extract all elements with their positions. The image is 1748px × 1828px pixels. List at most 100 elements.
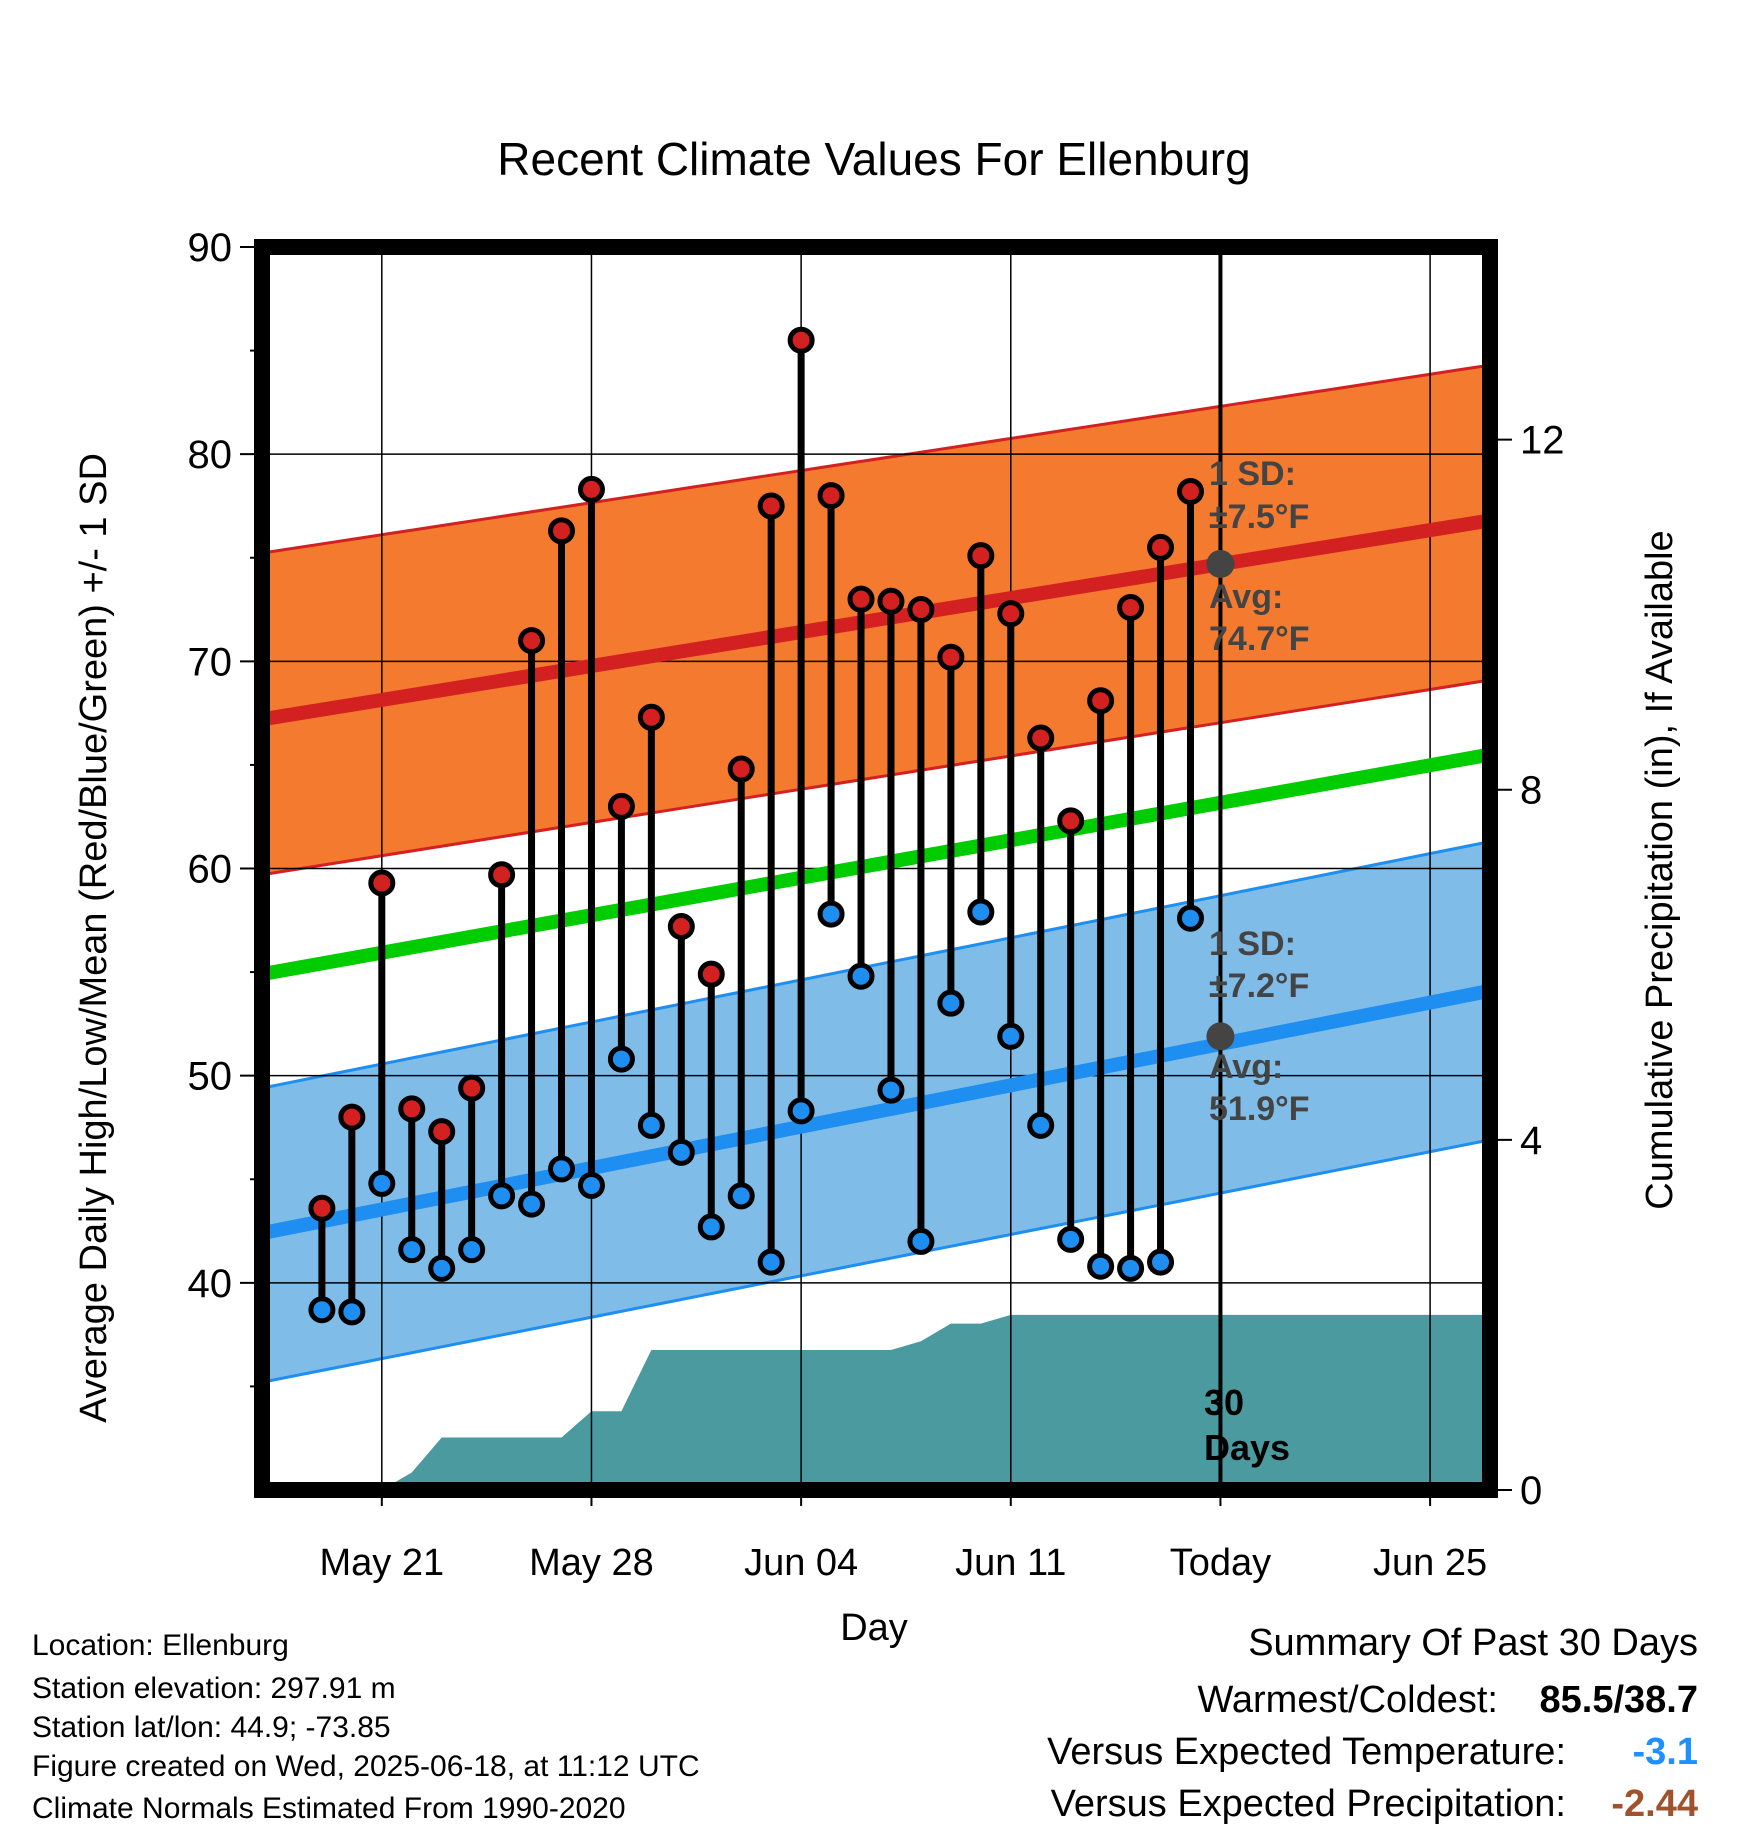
y-axis-left-label: Average Daily High/Low/Mean (Red/Blue/Gr… [73, 453, 115, 1423]
daily-low-point [1027, 1111, 1055, 1139]
daily-high-point [787, 326, 815, 354]
y-right-tick-label: 8 [1520, 769, 1542, 813]
summary-temp-label: Versus Expected Temperature: [1047, 1731, 1566, 1773]
daily-high-point [877, 587, 905, 615]
y-right-tick-label: 12 [1520, 419, 1565, 463]
daily-high-point [637, 703, 665, 731]
daily-low-point [308, 1296, 336, 1324]
daily-low-point [518, 1190, 546, 1218]
daily-high-point [997, 600, 1025, 628]
y-axis-right-label: Cumulative Precipitation (in), If Availa… [1639, 530, 1681, 1209]
daily-low-point [577, 1171, 605, 1199]
daily-low-point [937, 989, 965, 1017]
daily-high-point [1117, 593, 1145, 621]
footer-elevation: Station elevation: 297.91 m [32, 1672, 396, 1705]
footer-latlon: Station lat/lon: 44.9; -73.85 [32, 1711, 391, 1744]
footer-created: Figure created on Wed, 2025-06-18, at 11… [32, 1750, 700, 1783]
footer-location: Location: Ellenburg [32, 1629, 289, 1662]
x-tick-label: Jun 11 [955, 1542, 1066, 1584]
summary-warm-cold-value: 85.5/38.7 [1540, 1679, 1698, 1721]
daily-low-point [877, 1076, 905, 1104]
daily-low-point [1087, 1252, 1115, 1280]
x-tick-label: Jun 25 [1373, 1542, 1487, 1584]
daily-low-point [697, 1213, 725, 1241]
daily-low-point [338, 1298, 366, 1326]
daily-low-point [458, 1236, 486, 1264]
y-left-tick-label: 70 [188, 640, 233, 684]
y-right-tick-label: 0 [1520, 1469, 1542, 1513]
y-left-tick-label: 90 [188, 226, 233, 270]
footer-normals: Climate Normals Estimated From 1990-2020 [32, 1792, 626, 1825]
y-left-tick-label: 80 [188, 433, 233, 477]
daily-high-point [577, 475, 605, 503]
daily-high-point [308, 1194, 336, 1222]
low-sd-label: 1 SD: [1209, 925, 1296, 963]
daily-low-point [967, 898, 995, 926]
high-sd-value: ±7.5°F [1209, 498, 1309, 536]
summary-precip-label: Versus Expected Precipitation: [1051, 1783, 1566, 1825]
daily-high-point [1027, 724, 1055, 752]
summary-title: Summary Of Past 30 Days [1248, 1622, 1698, 1664]
x-axis-label: Day [840, 1607, 908, 1649]
daily-low-point [607, 1045, 635, 1073]
daily-high-point [937, 643, 965, 671]
y-left-tick-label: 50 [188, 1055, 233, 1099]
daily-low-point [787, 1097, 815, 1125]
daily-low-point [1147, 1248, 1175, 1276]
daily-high-point [817, 482, 845, 510]
daily-high-point [907, 596, 935, 624]
daily-low-point [428, 1254, 456, 1282]
daily-high-point [1057, 807, 1085, 835]
high-avg-label: Avg: [1209, 578, 1283, 616]
low-sd-value: ±7.2°F [1209, 967, 1309, 1005]
daily-high-point [548, 517, 576, 545]
days-label-line2: Days [1204, 1427, 1290, 1468]
daily-low-point [548, 1155, 576, 1183]
x-tick-label: May 21 [319, 1542, 444, 1584]
y-right-tick-label: 4 [1520, 1119, 1542, 1163]
summary-precip-value: -2.44 [1611, 1783, 1698, 1825]
summary-temp-value: -3.1 [1633, 1731, 1698, 1773]
daily-high-point [488, 861, 516, 889]
daily-high-point [428, 1118, 456, 1146]
daily-low-point [1117, 1254, 1145, 1282]
low-avg-value: 51.9°F [1209, 1090, 1310, 1128]
daily-high-point [338, 1103, 366, 1131]
daily-low-point [727, 1182, 755, 1210]
daily-high-point [697, 960, 725, 988]
daily-low-point [757, 1248, 785, 1276]
summary-warm-cold-label: Warmest/Coldest: [1197, 1679, 1498, 1721]
today-low-avg-marker [1206, 1022, 1235, 1051]
y-left-tick-label: 60 [188, 848, 233, 892]
daily-high-point [727, 755, 755, 783]
daily-high-point [1147, 533, 1175, 561]
daily-high-point [518, 627, 546, 655]
days-label-line1: 30 [1204, 1382, 1244, 1423]
daily-low-point [1057, 1225, 1085, 1253]
daily-low-point [817, 900, 845, 928]
high-sd-label: 1 SD: [1209, 455, 1296, 493]
high-avg-value: 74.7°F [1209, 620, 1310, 658]
daily-low-point [398, 1236, 426, 1264]
daily-high-point [1087, 687, 1115, 715]
daily-low-point [488, 1182, 516, 1210]
daily-low-point [847, 962, 875, 990]
chart-title: Recent Climate Values For Ellenburg [497, 133, 1250, 185]
low-avg-label: Avg: [1209, 1048, 1283, 1086]
daily-high-point [847, 585, 875, 613]
x-tick-label: Jun 04 [744, 1542, 858, 1584]
x-tick-label: Today [1170, 1542, 1271, 1584]
x-tick-label: May 28 [529, 1542, 654, 1584]
normal-low-line [260, 983, 1492, 1240]
today-high-avg-marker [1206, 549, 1235, 578]
daily-high-point [757, 492, 785, 520]
daily-low-point [997, 1022, 1025, 1050]
daily-high-point [458, 1074, 486, 1102]
normal-high-line [260, 513, 1492, 727]
daily-high-point [667, 913, 695, 941]
daily-high-point [398, 1095, 426, 1123]
daily-high-point [368, 869, 396, 897]
daily-low-point [907, 1227, 935, 1255]
daily-high-point [967, 542, 995, 570]
